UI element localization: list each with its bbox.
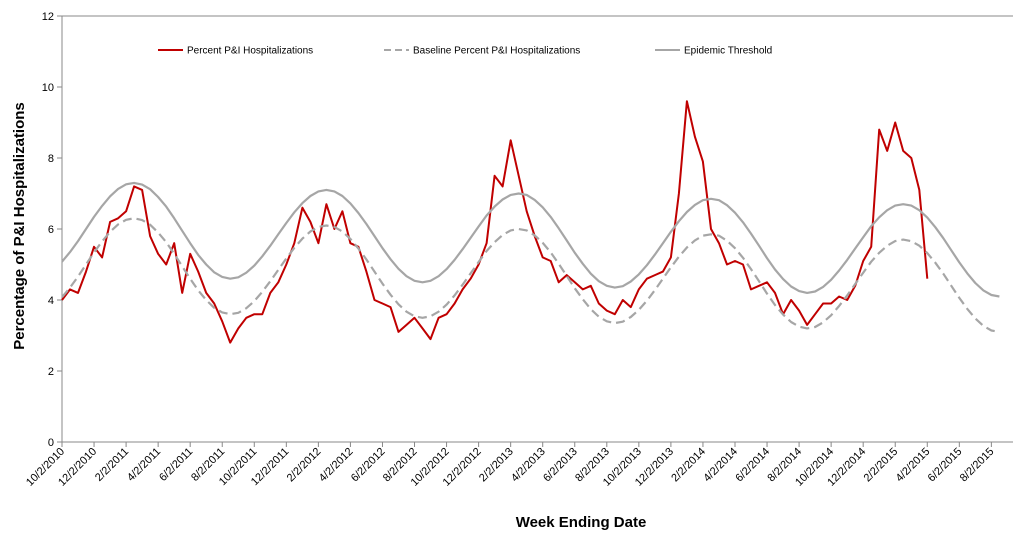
legend-label: Baseline Percent P&I Hospitalizations	[413, 46, 580, 57]
x-tick-label: 6/2/2015	[926, 446, 965, 485]
x-tick-label: 4/2/2015	[894, 446, 933, 485]
x-tick-label: 4/2/2013	[509, 446, 548, 485]
y-tick-label: 2	[48, 366, 54, 378]
x-tick-label: 4/2/2012	[317, 446, 356, 485]
x-tick-label: 2/2/2012	[285, 446, 324, 485]
x-tick-label: 2/2/2011	[93, 446, 131, 484]
x-tick-label: 6/2/2014	[733, 446, 772, 485]
y-tick-label: 0	[48, 437, 54, 449]
x-tick-label: 6/2/2013	[541, 446, 580, 485]
x-tick-label: 8/2/2015	[958, 446, 997, 485]
y-tick-label: 10	[42, 82, 54, 94]
x-tick-label: 2/2/2013	[477, 446, 516, 485]
x-tick-label: 6/2/2011	[157, 446, 195, 484]
x-tick-label: 2/2/2015	[862, 446, 901, 485]
y-tick-label: 4	[48, 295, 54, 307]
series-line	[61, 181, 1000, 298]
x-tick-label: 6/2/2012	[349, 446, 388, 485]
series-line	[61, 100, 929, 344]
y-tick-label: 8	[48, 153, 54, 165]
x-axis-title: Week Ending Date	[516, 514, 647, 531]
y-tick-label: 12	[42, 11, 54, 23]
legend-label: Percent P&I Hospitalizations	[187, 46, 313, 57]
y-axis-title: Percentage of P&I Hospitalizations	[11, 102, 28, 350]
x-tick-label: 4/2/2014	[701, 446, 740, 485]
x-tick-label: 2/2/2014	[669, 446, 708, 485]
y-tick-label: 6	[48, 224, 54, 236]
x-tick-label: 4/2/2011	[125, 446, 163, 484]
legend-label: Epidemic Threshold	[684, 46, 772, 57]
